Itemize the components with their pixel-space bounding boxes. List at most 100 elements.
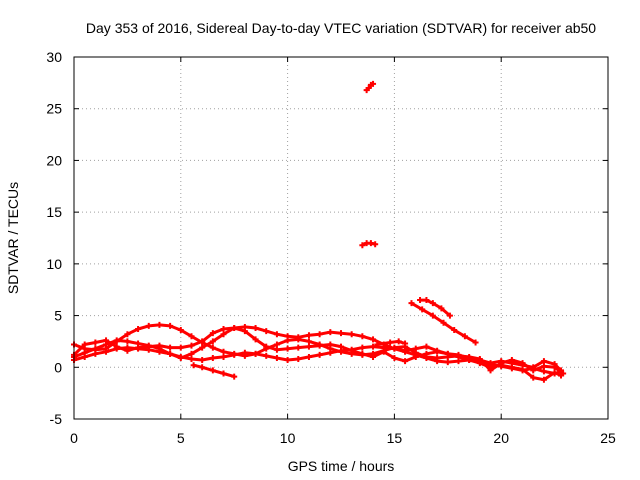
data-point: [327, 349, 334, 356]
data-point: [199, 339, 206, 346]
data-point: [374, 341, 381, 348]
data-point: [359, 350, 366, 357]
data-point: [92, 345, 99, 352]
data-point: [231, 324, 238, 331]
data-point: [558, 368, 565, 375]
plot-frame: [73, 56, 609, 420]
data-point: [370, 353, 377, 360]
y-tick-label: 0: [54, 359, 62, 375]
data-point: [519, 360, 526, 367]
y-tick-label: 30: [46, 49, 62, 65]
y-tick-label: -5: [50, 411, 63, 427]
data-point: [305, 343, 312, 350]
data-point: [402, 340, 409, 347]
data-point: [444, 350, 451, 357]
data-point: [167, 350, 174, 357]
data-point: [508, 365, 515, 372]
data-point: [440, 319, 447, 326]
data-point: [417, 297, 424, 304]
data-point: [316, 342, 323, 349]
x-tick-label: 25: [600, 430, 616, 446]
data-point: [135, 340, 142, 347]
data-point: [338, 330, 344, 337]
y-tick-label: 5: [54, 308, 62, 324]
data-point: [113, 337, 120, 344]
data-point: [145, 322, 152, 329]
data-point: [145, 346, 152, 353]
data-point: [370, 336, 377, 343]
data-point: [177, 353, 184, 360]
data-point: [156, 348, 163, 355]
data-point: [209, 344, 216, 351]
data-point: [359, 333, 366, 340]
data-point: [199, 364, 206, 371]
data-point: [530, 374, 537, 381]
data-point: [519, 367, 526, 374]
data-point: [124, 344, 131, 351]
data-point: [220, 331, 227, 338]
data-point: [327, 329, 334, 336]
grid-layer: [73, 56, 609, 420]
data-point: [451, 327, 458, 334]
data-point: [231, 351, 238, 358]
data-point: [305, 338, 312, 345]
x-tick-label: 5: [177, 430, 185, 446]
data-point: [423, 354, 430, 361]
data-point: [295, 344, 302, 351]
data-point: [188, 356, 195, 363]
data-point: [540, 376, 547, 383]
data-point: [391, 354, 398, 361]
data-point: [220, 348, 227, 355]
x-tick-label: 20: [493, 430, 509, 446]
data-point: [370, 80, 377, 87]
data-point: [295, 336, 302, 343]
data-point: [380, 344, 387, 351]
data-point: [209, 338, 216, 345]
data-point: [530, 365, 537, 372]
data-point: [551, 370, 558, 377]
data-point: [284, 345, 291, 352]
data-point: [372, 241, 379, 248]
data-point: [273, 331, 280, 338]
data-point: [252, 336, 259, 343]
y-axis-label: SDTVAR / TECUs: [5, 182, 21, 294]
y-tick-label: 10: [46, 256, 62, 272]
data-point: [199, 357, 206, 364]
data-point: [402, 348, 409, 355]
data-point: [305, 332, 312, 339]
data-point: [327, 341, 334, 348]
data-point: [540, 358, 547, 365]
data-point: [508, 357, 515, 364]
series-layer: [71, 80, 567, 383]
data-point: [199, 344, 206, 351]
data-point: [188, 342, 195, 349]
data-point: [367, 240, 374, 247]
data-point: [348, 346, 355, 353]
y-tick-label: 15: [46, 204, 62, 220]
data-point: [466, 357, 473, 364]
data-point: [92, 339, 99, 346]
data-point: [551, 364, 558, 371]
data-point: [252, 324, 259, 331]
data-point: [419, 306, 426, 313]
data-point: [135, 326, 142, 333]
data-point: [156, 321, 163, 328]
data-point: [263, 343, 270, 350]
data-point: [412, 351, 419, 358]
data-point: [284, 337, 291, 344]
data-point: [359, 344, 366, 351]
data-point: [434, 348, 441, 355]
data-point: [81, 353, 88, 360]
data-point: [92, 350, 99, 357]
data-point: [540, 363, 547, 370]
data-point: [263, 352, 270, 359]
data-point: [423, 343, 430, 350]
data-point: [252, 350, 259, 357]
data-point: [540, 368, 547, 375]
data-point: [263, 328, 270, 335]
data-point: [359, 242, 366, 249]
y-tick-label: 25: [46, 101, 62, 117]
x-tick-label: 0: [70, 430, 78, 446]
data-point: [438, 305, 445, 312]
